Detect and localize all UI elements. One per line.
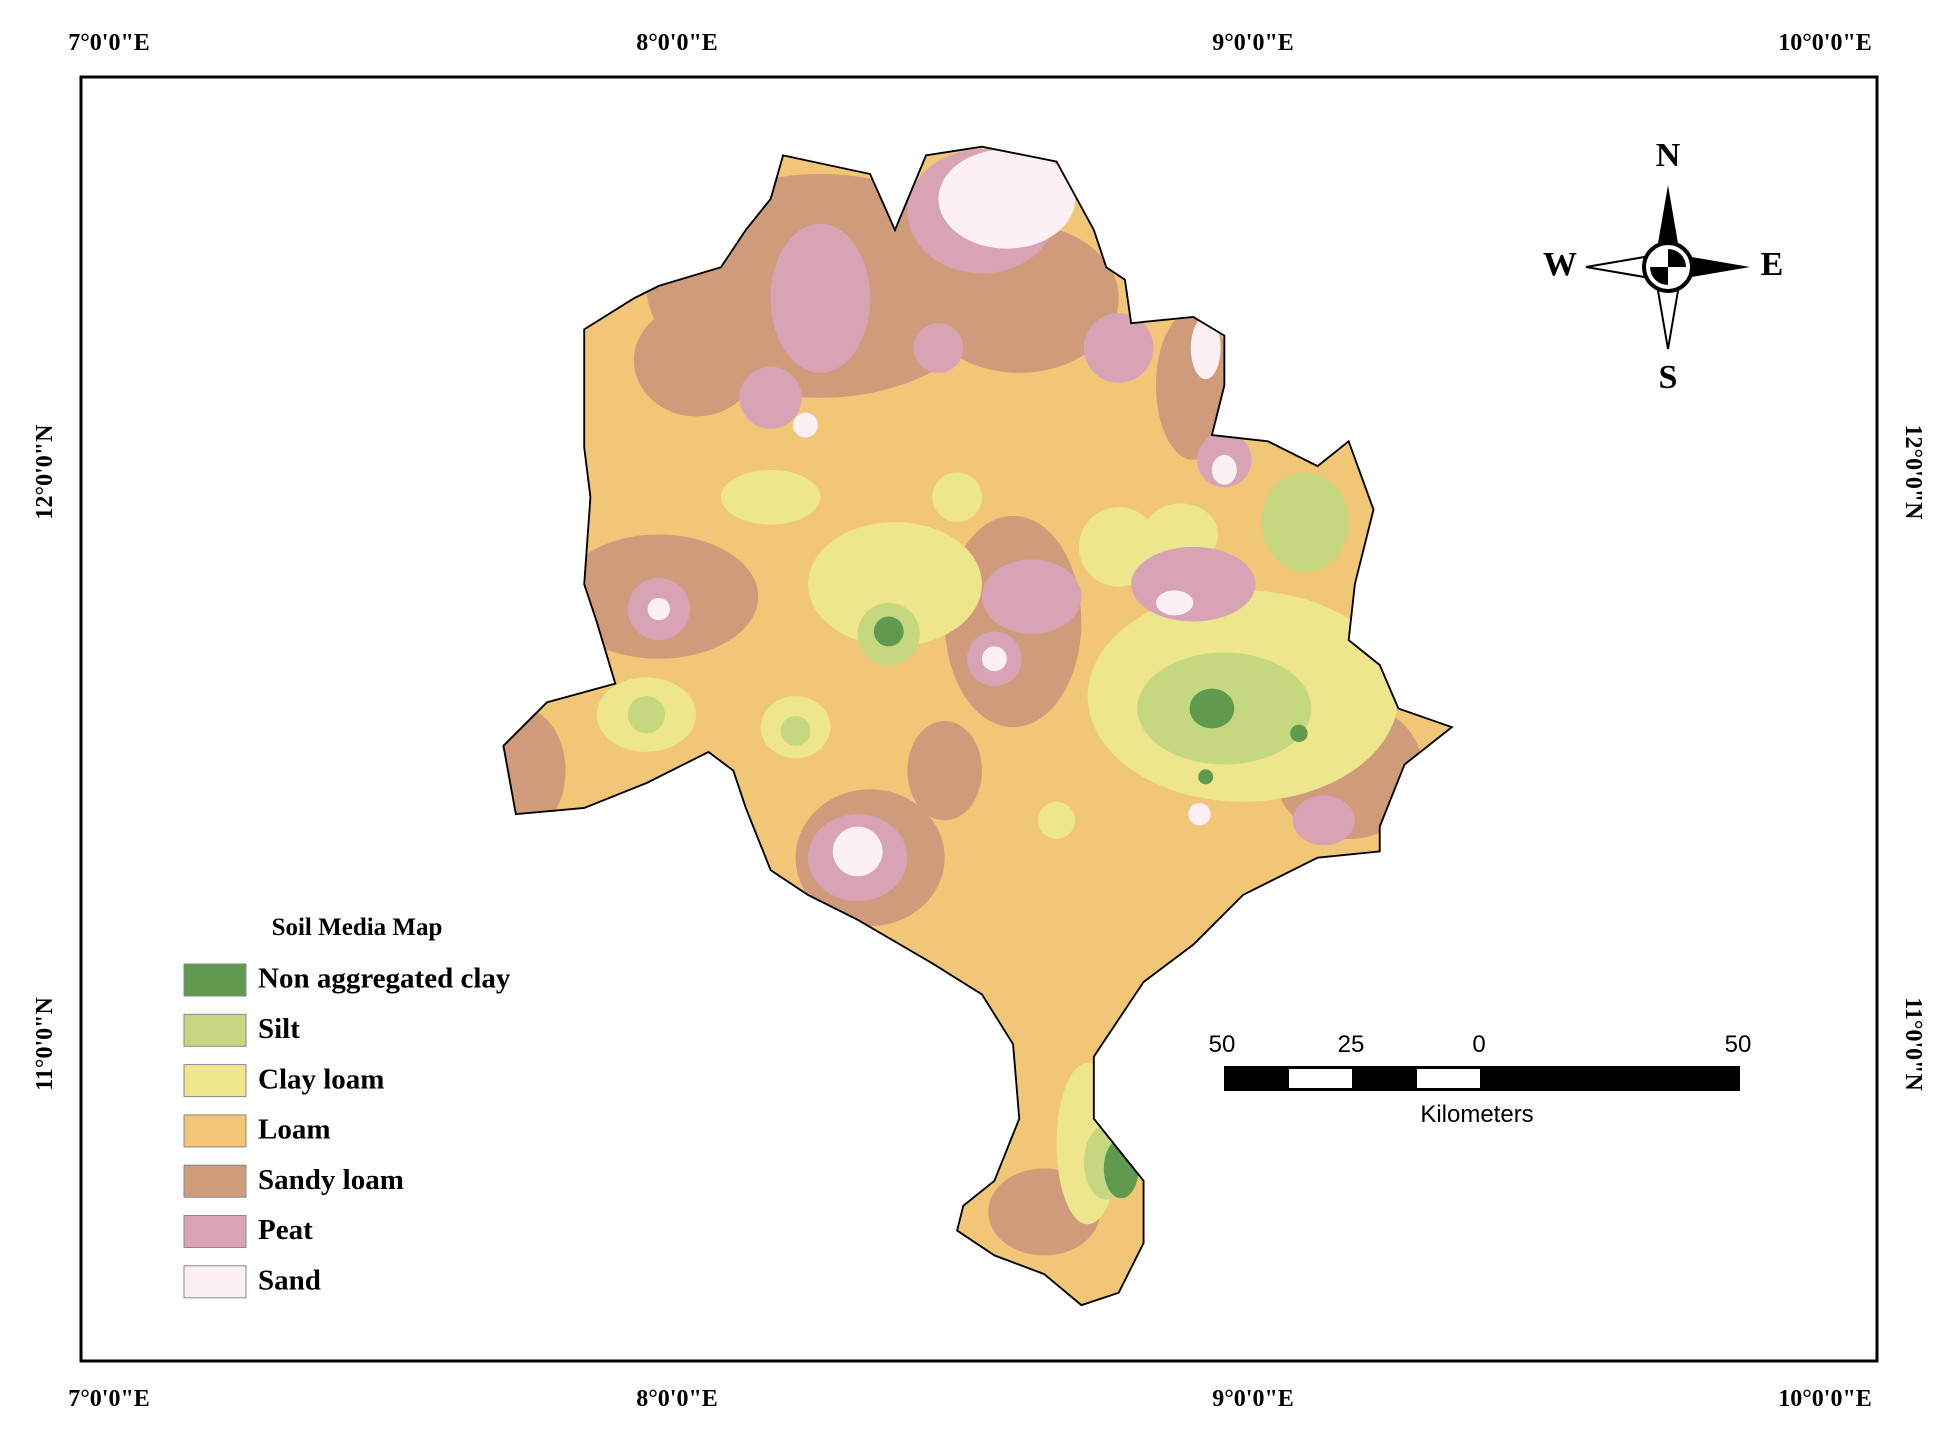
latitude-label: 12°0'0"N — [1900, 425, 1926, 521]
compass-west: W — [1543, 246, 1577, 283]
compass-north: N — [1656, 137, 1681, 174]
compass-east: E — [1761, 246, 1784, 283]
left-labels: 12°0'0"N 11°0'0"N — [32, 424, 58, 1091]
latitude-label: 11°0'0"N — [1900, 997, 1926, 1091]
legend-swatch — [183, 1114, 247, 1148]
top-labels: 7°0'0"E 8°0'0"E 9°0'0"E 10°0'0"E — [68, 30, 1872, 56]
legend-label: Loam — [258, 1114, 331, 1146]
legend-label: Silt — [258, 1013, 300, 1045]
longitude-label: 7°0'0"E — [68, 1386, 150, 1412]
longitude-label: 10°0'0"E — [1778, 30, 1872, 56]
longitude-label: 7°0'0"E — [68, 30, 150, 56]
legend-swatch — [183, 1064, 247, 1098]
legend-label: Sandy loam — [258, 1164, 404, 1196]
legend-label: Non aggregated clay — [258, 963, 511, 995]
legend-swatch — [183, 1215, 247, 1248]
scale-label: 50 — [1209, 1031, 1236, 1058]
scale-bar: 50 25 0 50 Kilometers — [1209, 1031, 1752, 1128]
latitude-label: 11°0'0"N — [32, 997, 58, 1091]
legend-swatch — [183, 1013, 247, 1047]
longitude-label: 9°0'0"E — [1212, 30, 1294, 56]
longitude-label: 9°0'0"E — [1212, 1386, 1294, 1412]
legend-swatch — [183, 1265, 247, 1299]
sand-areas — [647, 149, 1237, 877]
silt-areas — [627, 472, 1349, 1200]
legend-title: Soil Media Map — [272, 914, 443, 941]
legend-swatch — [183, 1164, 247, 1198]
legend-label: Clay loam — [258, 1063, 384, 1095]
scale-label: 25 — [1338, 1031, 1365, 1058]
legend-label: Sand — [258, 1264, 321, 1296]
compass-south: S — [1659, 359, 1678, 396]
legend-label: Peat — [258, 1214, 313, 1246]
scale-label: 0 — [1472, 1031, 1485, 1058]
legend-swatch — [183, 963, 247, 997]
scale-label: 50 — [1725, 1031, 1752, 1058]
latitude-label: 12°0'0"N — [32, 424, 58, 520]
right-labels: 12°0'0"N 11°0'0"N — [1900, 425, 1926, 1092]
longitude-label: 8°0'0"E — [636, 30, 718, 56]
bottom-labels: 7°0'0"E 8°0'0"E 9°0'0"E 10°0'0"E — [68, 1386, 1872, 1412]
longitude-label: 10°0'0"E — [1778, 1386, 1872, 1412]
legend: Soil Media Map Non aggregated clay Silt Cl… — [183, 914, 511, 1299]
scale-unit: Kilometers — [1420, 1101, 1533, 1128]
compass: N S W E — [1543, 137, 1783, 396]
longitude-label: 8°0'0"E — [636, 1386, 718, 1412]
